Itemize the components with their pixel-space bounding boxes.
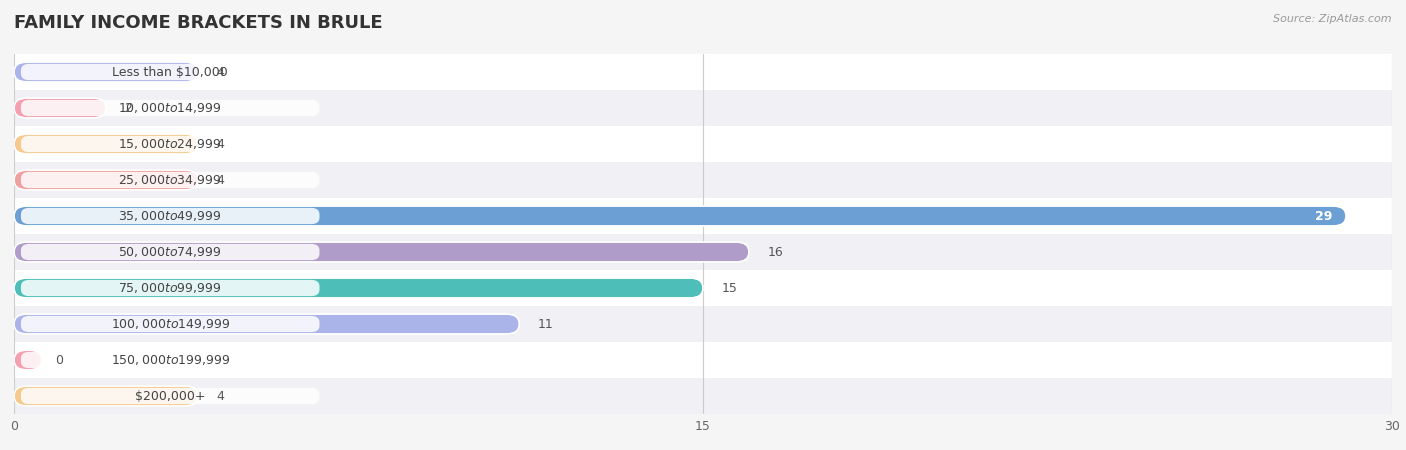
FancyBboxPatch shape: [21, 244, 319, 260]
FancyBboxPatch shape: [21, 208, 319, 224]
FancyBboxPatch shape: [14, 242, 749, 262]
Text: 4: 4: [217, 390, 224, 402]
Text: 0: 0: [55, 354, 63, 366]
FancyBboxPatch shape: [14, 314, 519, 334]
FancyBboxPatch shape: [14, 350, 42, 370]
Text: 29: 29: [1315, 210, 1333, 222]
Text: $15,000 to $24,999: $15,000 to $24,999: [118, 137, 222, 151]
FancyBboxPatch shape: [21, 316, 319, 332]
Text: 4: 4: [217, 174, 224, 186]
FancyBboxPatch shape: [21, 388, 319, 404]
FancyBboxPatch shape: [14, 386, 198, 406]
Bar: [14, 162, 1392, 198]
FancyBboxPatch shape: [21, 136, 319, 152]
Text: 4: 4: [217, 66, 224, 78]
Bar: [14, 54, 1392, 90]
Text: FAMILY INCOME BRACKETS IN BRULE: FAMILY INCOME BRACKETS IN BRULE: [14, 14, 382, 32]
Text: $50,000 to $74,999: $50,000 to $74,999: [118, 245, 222, 259]
Bar: [14, 234, 1392, 270]
Text: $75,000 to $99,999: $75,000 to $99,999: [118, 281, 222, 295]
Bar: [14, 270, 1392, 306]
FancyBboxPatch shape: [21, 280, 319, 296]
FancyBboxPatch shape: [21, 352, 319, 368]
Text: 2: 2: [124, 102, 132, 114]
Bar: [14, 342, 1392, 378]
FancyBboxPatch shape: [21, 64, 319, 80]
Bar: [14, 90, 1392, 126]
FancyBboxPatch shape: [21, 172, 319, 188]
Text: 15: 15: [721, 282, 737, 294]
FancyBboxPatch shape: [14, 134, 198, 154]
Text: Less than $10,000: Less than $10,000: [112, 66, 228, 78]
FancyBboxPatch shape: [14, 278, 703, 298]
Bar: [14, 126, 1392, 162]
Text: $200,000+: $200,000+: [135, 390, 205, 402]
FancyBboxPatch shape: [21, 100, 319, 116]
Bar: [14, 198, 1392, 234]
Text: $150,000 to $199,999: $150,000 to $199,999: [111, 353, 231, 367]
FancyBboxPatch shape: [14, 206, 1346, 226]
Text: 11: 11: [537, 318, 554, 330]
FancyBboxPatch shape: [14, 98, 105, 118]
Text: $100,000 to $149,999: $100,000 to $149,999: [111, 317, 231, 331]
FancyBboxPatch shape: [14, 62, 198, 82]
Bar: [14, 378, 1392, 414]
Text: Source: ZipAtlas.com: Source: ZipAtlas.com: [1274, 14, 1392, 23]
Text: 16: 16: [768, 246, 783, 258]
Text: $25,000 to $34,999: $25,000 to $34,999: [118, 173, 222, 187]
Text: $10,000 to $14,999: $10,000 to $14,999: [118, 101, 222, 115]
FancyBboxPatch shape: [14, 170, 198, 190]
Text: 4: 4: [217, 138, 224, 150]
Text: $35,000 to $49,999: $35,000 to $49,999: [118, 209, 222, 223]
Bar: [14, 306, 1392, 342]
